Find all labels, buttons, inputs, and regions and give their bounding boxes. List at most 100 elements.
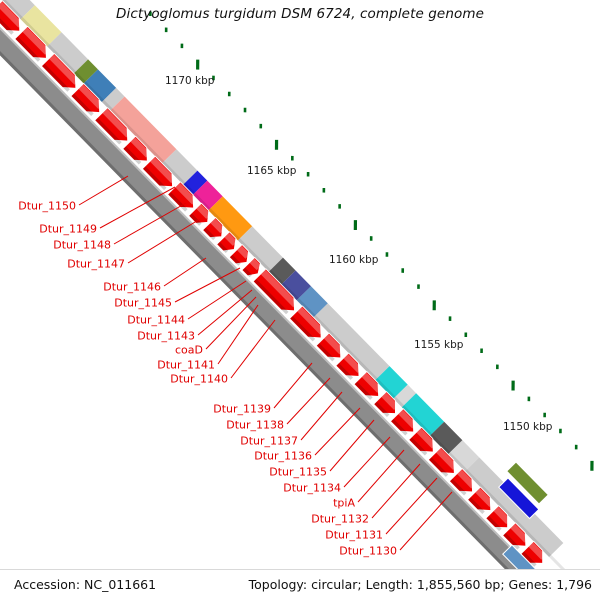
gene-arrow[interactable] <box>389 408 415 433</box>
gene-arrow[interactable] <box>228 244 250 265</box>
gene-highlight <box>175 182 197 205</box>
gene-arrow[interactable] <box>0 0 21 32</box>
gene-highlight <box>416 428 437 449</box>
feature-segment[interactable] <box>47 32 89 74</box>
gene-highlight <box>102 108 131 138</box>
gene-leader-line <box>329 419 375 472</box>
gene-shadow <box>503 532 520 550</box>
gene-arrow[interactable] <box>94 107 129 142</box>
gene-shadow <box>168 192 188 212</box>
gene-arrow[interactable] <box>520 540 544 564</box>
feature-segment[interactable] <box>281 270 312 301</box>
feature-segment[interactable] <box>20 5 62 47</box>
gene-label-dtur_1144[interactable]: Dtur_1144 <box>127 313 185 327</box>
gene-highlight <box>457 469 476 489</box>
gene-label-dtur_1150[interactable]: Dtur_1150 <box>18 199 76 213</box>
gene-label-dtur_1149[interactable]: Dtur_1149 <box>39 222 97 236</box>
gene-label-dtur_1136[interactable]: Dtur_1136 <box>254 449 312 463</box>
gene-shadow <box>391 418 408 436</box>
gene-arrow[interactable] <box>202 217 224 239</box>
gene-highlight <box>528 542 546 560</box>
gene-label-coad[interactable]: coaD <box>175 343 203 357</box>
feature-segment[interactable] <box>237 226 283 272</box>
feature-segment[interactable] <box>0 0 35 20</box>
feature-segment[interactable] <box>313 303 390 381</box>
feature-segment[interactable] <box>101 87 125 111</box>
gene-highlight <box>130 137 151 158</box>
feature-segment[interactable] <box>162 149 198 185</box>
gene-arrow[interactable] <box>167 181 195 209</box>
gene-arrow[interactable] <box>353 371 380 397</box>
feature-segment[interactable] <box>110 96 177 164</box>
gene-label-dtur_1132[interactable]: Dtur_1132 <box>311 512 369 526</box>
gene-highlight <box>210 218 225 234</box>
gene-arrow[interactable] <box>188 202 210 224</box>
blue-feature[interactable] <box>498 477 540 520</box>
gene-label-dtur_1145[interactable]: Dtur_1145 <box>114 296 172 310</box>
gene-shadow <box>253 279 289 315</box>
gene-shadow <box>336 363 353 380</box>
feature-segment[interactable] <box>193 180 223 211</box>
gene-arrow[interactable] <box>408 426 434 453</box>
feature-segment[interactable] <box>208 196 253 241</box>
gene-shadow <box>290 316 316 342</box>
gene-arrow[interactable] <box>485 505 509 529</box>
feature-segment[interactable] <box>401 393 445 436</box>
page-title: Dictyoglomus turgidum DSM 6724, complete… <box>115 6 485 22</box>
gene-shadow <box>217 241 229 253</box>
gene-label-dtur_1147[interactable]: Dtur_1147 <box>67 257 125 271</box>
gene-arrow[interactable] <box>241 256 261 277</box>
gene-arrow[interactable] <box>427 446 455 474</box>
gene-label-dtur_1137[interactable]: Dtur_1137 <box>240 434 298 448</box>
gene-label-dtur_1140[interactable]: Dtur_1140 <box>170 372 228 386</box>
gene-label-dtur_1134[interactable]: Dtur_1134 <box>283 481 341 495</box>
olive-feature[interactable] <box>506 461 549 505</box>
feature-segment[interactable] <box>375 366 408 399</box>
gene-label-dtur_1135[interactable]: Dtur_1135 <box>269 465 327 479</box>
feature-segment[interactable] <box>393 384 417 408</box>
gene-label-dtur_1143[interactable]: Dtur_1143 <box>137 329 195 343</box>
gene-shadow <box>189 213 202 226</box>
feature-segment[interactable] <box>73 59 98 84</box>
gene-leader-line <box>127 218 201 264</box>
gene-highlight <box>436 448 458 470</box>
gene-arrow[interactable] <box>373 391 396 414</box>
gene-highlight <box>249 258 262 271</box>
gene-arrow[interactable] <box>122 135 148 162</box>
gene-label-dtur_1130[interactable]: Dtur_1130 <box>339 544 397 558</box>
gene-label-dtur_1146[interactable]: Dtur_1146 <box>103 280 161 294</box>
gene-highlight <box>224 232 238 246</box>
feature-segment[interactable] <box>268 257 296 285</box>
gene-arrow[interactable] <box>315 332 342 359</box>
gene-arrow[interactable] <box>335 352 360 377</box>
gene-arrow[interactable] <box>70 82 101 113</box>
gene-arrow[interactable] <box>448 468 474 493</box>
feature-segment[interactable] <box>296 286 328 318</box>
feature-segment[interactable] <box>183 170 208 195</box>
feature-segment[interactable] <box>464 457 564 558</box>
gene-label-dtur_1141[interactable]: Dtur_1141 <box>157 358 215 372</box>
gene-arrow[interactable] <box>467 486 492 511</box>
feature-segment[interactable] <box>429 421 463 455</box>
gene-label-dtur_1148[interactable]: Dtur_1148 <box>53 238 111 252</box>
gene-label-dtur_1131[interactable]: Dtur_1131 <box>325 528 383 542</box>
gene-leader-line <box>99 186 176 229</box>
gene-arrow[interactable] <box>252 268 295 312</box>
gene-arrow[interactable] <box>14 25 47 59</box>
gene-arrow[interactable] <box>40 52 77 89</box>
feature-segment[interactable] <box>83 69 117 102</box>
leader-line-group <box>78 175 453 551</box>
gene-label-dtur_1139[interactable]: Dtur_1139 <box>213 402 271 416</box>
gene-arrow[interactable] <box>502 522 527 547</box>
gene-arrow[interactable] <box>289 305 322 339</box>
feature-segment[interactable] <box>448 440 480 472</box>
gene-leader-line <box>163 257 207 287</box>
gene-arrow[interactable] <box>141 155 174 188</box>
gene-label-tpia[interactable]: tpiA <box>333 496 355 510</box>
gene-leader-line <box>343 436 391 488</box>
gene-arrow[interactable] <box>216 231 237 252</box>
gene-label-dtur_1138[interactable]: Dtur_1138 <box>226 418 284 432</box>
gene-shadow <box>71 93 94 116</box>
